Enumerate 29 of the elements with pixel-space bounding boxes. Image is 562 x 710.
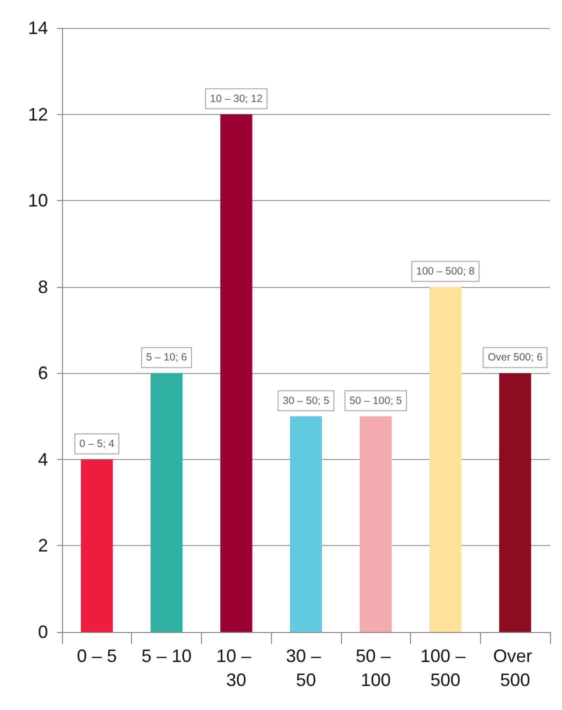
y-tick-label: 4 bbox=[38, 449, 48, 470]
bar bbox=[429, 286, 462, 632]
data-label: 0 – 5; 4 bbox=[79, 438, 115, 450]
data-label: Over 500; 6 bbox=[488, 352, 543, 364]
y-tick-label: 2 bbox=[38, 536, 48, 556]
x-tick-label: 100 – 500 bbox=[420, 646, 470, 690]
y-tick-label: 10 bbox=[28, 190, 48, 211]
x-tick-label: 0 – 5 bbox=[76, 646, 117, 666]
y-tick-label: 0 bbox=[38, 622, 48, 642]
y-tick-label: 12 bbox=[28, 104, 48, 124]
y-tick-label: 14 bbox=[28, 18, 48, 38]
bar bbox=[499, 373, 532, 632]
bar bbox=[290, 416, 322, 632]
x-tick-label: 30 – 50 bbox=[286, 646, 326, 690]
x-tick-label: 5 – 10 bbox=[142, 646, 192, 666]
data-label: 10 – 30; 12 bbox=[210, 92, 263, 105]
data-label: 30 – 50; 5 bbox=[282, 394, 330, 407]
data-label: 50 – 100; 5 bbox=[349, 394, 402, 407]
bar bbox=[150, 373, 183, 632]
data-label: 5 – 10; 6 bbox=[146, 352, 188, 364]
y-tick-label: 8 bbox=[38, 276, 48, 297]
bar bbox=[220, 114, 252, 632]
bar bbox=[80, 459, 113, 632]
data-label: 100 – 500; 8 bbox=[416, 265, 475, 278]
x-tick-label: 10 – 30 bbox=[216, 646, 256, 690]
y-tick-label: 6 bbox=[38, 363, 48, 384]
x-tick-label: 50 – 100 bbox=[356, 646, 396, 690]
bar bbox=[360, 416, 392, 632]
x-tick-label: Over 500 bbox=[493, 646, 538, 690]
